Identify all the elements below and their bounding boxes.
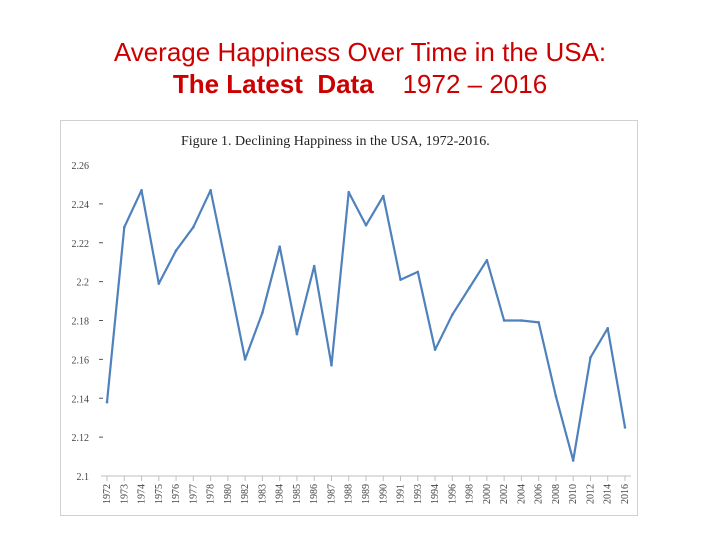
y-tick-label: 2.24: [72, 200, 90, 211]
plot-area: [105, 188, 627, 462]
data-point: [451, 313, 454, 316]
x-tick-label: 2016: [620, 484, 631, 504]
x-axis: 1972 1973 1974 1975 1976 1977 1978 1980 1982 1983…: [101, 475, 631, 504]
data-point: [502, 319, 506, 322]
y-tick-label: 2.16: [72, 355, 90, 366]
data-point: [347, 190, 351, 194]
x-tick-label: 1994: [430, 484, 441, 504]
data-point: [261, 311, 264, 315]
data-point: [606, 326, 610, 330]
x-tick-label: 1990: [378, 484, 389, 504]
y-tick-label: 2.22: [72, 239, 90, 250]
y-tick-label: 2.2: [77, 278, 90, 289]
data-point: [157, 282, 161, 285]
data-point: [192, 225, 195, 229]
data-point: [330, 363, 333, 367]
chart-frame: Figure 1. Declining Happiness in the USA…: [60, 120, 638, 516]
data-point: [433, 348, 437, 351]
x-tick-label: 1985: [292, 484, 303, 504]
y-tick-label: 2.1: [77, 472, 90, 483]
data-point: [226, 272, 230, 276]
data-point: [381, 194, 385, 198]
x-tick-label: 1993: [413, 484, 424, 504]
data-point: [364, 223, 368, 227]
x-tick-label: 1977: [188, 484, 199, 504]
x-tick-label: 1983: [257, 484, 268, 504]
data-point: [537, 321, 540, 324]
y-tick-label: 2.26: [72, 161, 90, 172]
y-tick-label: 2.18: [72, 317, 90, 328]
y-tick-label: 2.14: [72, 394, 90, 405]
data-point: [209, 188, 212, 192]
data-point: [122, 225, 126, 229]
data-point: [174, 249, 178, 252]
x-tick-label: 1976: [171, 484, 182, 504]
data-point: [589, 356, 592, 359]
slide-title-line-2: The Latest Data 1972 – 2016: [0, 68, 720, 100]
data-point: [520, 319, 523, 322]
slide-title-years: 1972 – 2016: [373, 69, 548, 99]
x-tick-label: 2000: [482, 484, 493, 504]
x-tick-label: 2008: [551, 484, 562, 504]
chart-title: Figure 1. Declining Happiness in the USA…: [181, 134, 490, 149]
x-tick-label: 1989: [361, 484, 372, 504]
x-tick-label: 1980: [223, 484, 234, 504]
slide-title-bold: The Latest Data: [172, 69, 374, 99]
data-point: [278, 245, 281, 248]
data-point: [312, 264, 316, 268]
x-tick-label: 2014: [603, 484, 614, 504]
x-tick-label: 1974: [137, 484, 148, 504]
slide-title-line-1: Average Happiness Over Time in the USA:: [113, 37, 607, 67]
slide-title: Average Happiness Over Time in the USA: …: [0, 36, 720, 100]
y-axis: 2.1 2.12 2.14 2.16 2.18 2.2 2.22 2.24 2.26: [72, 161, 103, 483]
x-tick-label: 1988: [344, 484, 355, 504]
x-tick-label: 1978: [206, 484, 217, 504]
data-point: [485, 258, 489, 262]
data-point: [295, 332, 299, 336]
x-tick-label: 1991: [396, 484, 407, 504]
y-tick-label: 2.12: [72, 433, 90, 444]
x-tick-label: 1987: [326, 484, 337, 504]
data-point: [571, 459, 575, 462]
data-point: [416, 270, 420, 274]
x-tick-label: 2010: [568, 484, 579, 504]
x-tick-label: 2004: [516, 484, 527, 504]
x-tick-label: 2002: [499, 484, 510, 504]
data-point: [105, 400, 109, 404]
x-tick-label: 1973: [119, 484, 130, 504]
x-tick-label: 1984: [275, 484, 286, 504]
data-point: [243, 358, 247, 361]
data-point: [140, 188, 143, 192]
x-tick-label: 1986: [309, 484, 320, 504]
line-chart: Figure 1. Declining Happiness in the USA…: [72, 134, 631, 504]
data-point: [399, 278, 402, 281]
x-tick-label: 1996: [447, 484, 458, 504]
x-tick-label: 1998: [465, 484, 476, 504]
data-point: [623, 426, 627, 429]
data-point: [468, 286, 471, 289]
x-tick-label: 1972: [102, 484, 113, 504]
x-tick-label: 1975: [154, 484, 165, 504]
x-tick-label: 2012: [585, 484, 596, 504]
series-line: [105, 189, 627, 462]
data-point: [554, 395, 558, 398]
x-tick-label: 2006: [534, 484, 545, 504]
x-tick-label: 1982: [240, 484, 251, 504]
